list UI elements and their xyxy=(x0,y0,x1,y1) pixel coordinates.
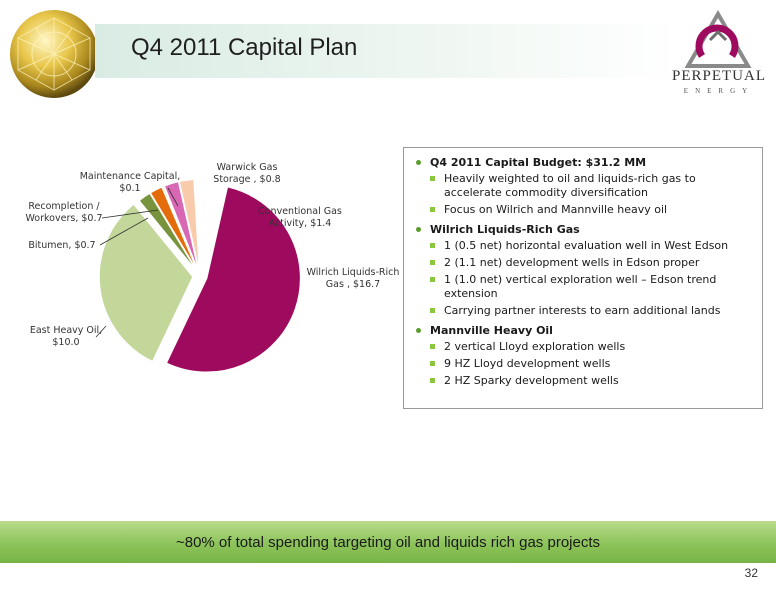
sub-bullet-icon xyxy=(430,308,435,313)
slice-label: East Heavy Oil, $10.0 xyxy=(30,325,102,348)
label-leader-line xyxy=(95,325,107,338)
bullet-dot-icon xyxy=(416,160,421,165)
capital-plan-bullets: Q4 2011 Capital Budget: $31.2 MM Heavily… xyxy=(403,147,763,409)
label-leader-line xyxy=(101,209,159,219)
sub-bullet-icon xyxy=(430,207,435,212)
sub-bullet-icon xyxy=(430,378,435,383)
bullet-dot-icon xyxy=(416,328,421,333)
page-number: 32 xyxy=(744,566,758,580)
logo-subtitle: ENERGY xyxy=(683,87,755,95)
bullet-item: 2 (1.1 net) development wells in Edson p… xyxy=(444,256,700,269)
sub-bullet-icon xyxy=(430,344,435,349)
slide-title: Q4 2011 Capital Plan xyxy=(131,34,358,61)
bullet-section: Wilrich Liquids-Rich Gas 1 (0.5 net) hor… xyxy=(414,223,756,318)
bullet-item: Focus on Wilrich and Mannville heavy oil xyxy=(444,203,668,216)
sub-bullet-icon xyxy=(430,277,435,282)
pie-slice xyxy=(193,178,222,274)
bullet-heading: Q4 2011 Capital Budget: $31.2 MM xyxy=(430,156,647,169)
logo-wordmark: PERPETUAL xyxy=(671,68,766,84)
bullet-item: 2 vertical Lloyd exploration wells xyxy=(444,340,626,353)
bullet-item: 1 (1.0 net) vertical exploration well – … xyxy=(444,273,717,300)
sub-bullet-icon xyxy=(430,361,435,366)
pie-slice xyxy=(98,202,194,363)
bullet-item: 9 HZ Lloyd development wells xyxy=(444,357,611,370)
bullet-item: 2 HZ Sparky development wells xyxy=(444,374,619,387)
bullet-item: Heavily weighted to oil and liquids-rich… xyxy=(444,172,696,199)
slice-label: Maintenance Capital, $0.1 xyxy=(80,171,181,194)
sub-bullet-icon xyxy=(430,176,435,181)
pie-slice xyxy=(163,180,200,274)
summary-banner xyxy=(0,521,776,563)
label-leader-line xyxy=(167,187,179,207)
bullet-heading: Wilrich Liquids-Rich Gas xyxy=(430,223,580,236)
bullet-item: 1 (0.5 net) horizontal evaluation well i… xyxy=(444,239,729,252)
pie-slice xyxy=(165,185,302,374)
bullet-section: Mannville Heavy Oil 2 vertical Lloyd exp… xyxy=(414,324,756,388)
label-leader-line xyxy=(99,217,149,246)
perpetual-logo-icon xyxy=(684,10,752,68)
summary-banner-text: ~80% of total spending targeting oil and… xyxy=(175,534,600,551)
bullet-heading: Mannville Heavy Oil xyxy=(430,324,553,337)
slice-label: Conventional Gas Activity, $1.4 xyxy=(258,206,342,229)
capital-pie-chart: Warwick Gas Storage , $0.8 Conventional Ga… xyxy=(25,162,400,374)
globe-logo-icon xyxy=(10,10,98,98)
bullet-section: Q4 2011 Capital Budget: $31.2 MM Heavily… xyxy=(414,156,756,217)
slice-label: Wilrich Liquids-Rich Gas , $16.7 xyxy=(307,267,400,290)
title-band xyxy=(95,24,680,78)
slice-label: Bitumen, $0.7 xyxy=(28,240,95,251)
sub-bullet-icon xyxy=(430,243,435,248)
sub-bullet-icon xyxy=(430,260,435,265)
slice-label: Recompletion / Workovers, $0.7 xyxy=(25,201,102,224)
bullet-dot-icon xyxy=(416,227,421,232)
bullet-item: Carrying partner interests to earn addit… xyxy=(444,304,721,317)
slice-label: Warwick Gas Storage , $0.8 xyxy=(213,162,280,185)
